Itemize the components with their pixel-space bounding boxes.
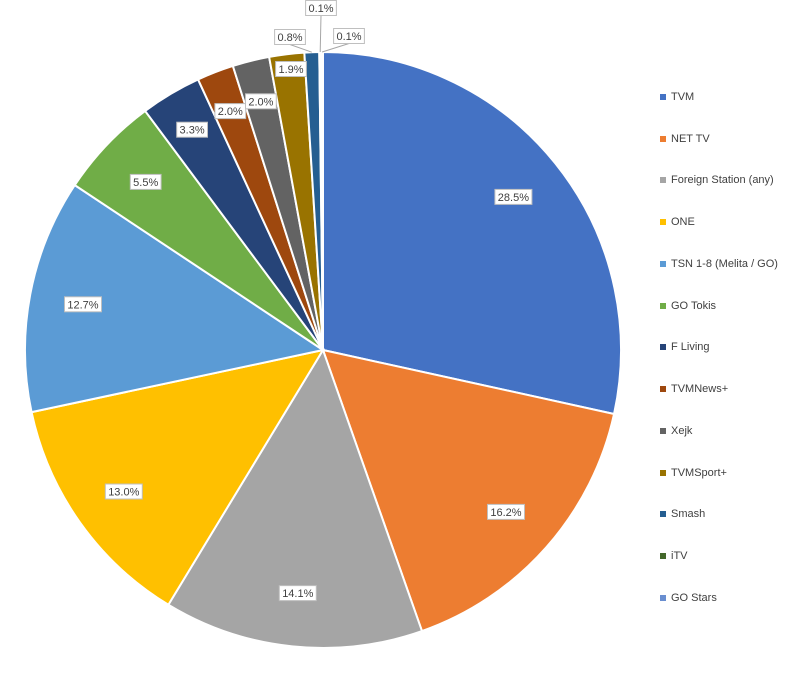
legend-swatch (660, 553, 666, 560)
legend-item-go-stars: GO Stars (660, 577, 795, 619)
data-label-foreign-station-any: 14.1% (278, 585, 317, 602)
data-label-tsn-1-8-melita-go: 12.7% (64, 296, 102, 313)
legend-item-tvmsport: TVMSport+ (660, 452, 795, 494)
legend-swatch (660, 427, 666, 434)
svg-text:3.3%: 3.3% (180, 125, 205, 137)
legend-label: Xejk (671, 424, 693, 437)
legend-item-f-living: F Living (660, 327, 795, 369)
data-label-smash: 0.8% (274, 29, 306, 45)
legend-item-go-tokis: GO Tokis (660, 285, 795, 327)
data-labels: 28.5% 16.2% 14.1% 13.0% 12.7% 5.5% 3.3% 2.0% 2.0… (64, 0, 533, 602)
leader-line-smash (289, 44, 312, 53)
legend-swatch (660, 260, 666, 267)
data-label-one: 13.0% (104, 483, 143, 500)
svg-text:2.0%: 2.0% (248, 96, 273, 108)
legend-label: TVM (671, 90, 695, 103)
leader-lines (289, 15, 350, 53)
legend-swatch (660, 93, 666, 100)
legend-label: NET TV (671, 132, 710, 145)
legend-label: iTV (671, 550, 688, 563)
pie-slice-foreign-station-any (166, 347, 424, 649)
legend-swatch (660, 302, 666, 309)
svg-text:13.0%: 13.0% (108, 487, 139, 499)
legend-item-smash: Smash (660, 494, 795, 536)
legend-label: TSN 1-8 (Melita / GO) (671, 257, 778, 270)
legend-item-net-tv: NET TV (660, 118, 795, 160)
legend-item-tsn-1-8-melita-go: TSN 1-8 (Melita / GO) (660, 243, 795, 285)
leader-line-go-stars (321, 43, 350, 53)
svg-text:0.8%: 0.8% (277, 32, 302, 44)
legend-swatch (660, 469, 666, 476)
svg-text:5.5%: 5.5% (133, 177, 158, 189)
legend-swatch (660, 135, 666, 142)
data-label-xejk: 2.0% (245, 93, 277, 110)
svg-text:12.7%: 12.7% (67, 299, 98, 311)
data-label-net-tv: 16.2% (487, 503, 525, 520)
data-label-tvm: 28.5% (494, 188, 533, 205)
svg-text:1.9%: 1.9% (278, 64, 303, 76)
legend-swatch (660, 511, 666, 518)
legend-swatch (660, 219, 666, 226)
svg-text:28.5%: 28.5% (498, 192, 529, 204)
svg-text:0.1%: 0.1% (308, 3, 333, 15)
legend-swatch (660, 344, 666, 351)
legend-swatch (660, 177, 666, 184)
legend: TVM NET TV Foreign Station (any) ONE TSN 1-8… (660, 76, 795, 619)
legend-label: TVMSport+ (671, 466, 727, 479)
legend-label: GO Tokis (671, 299, 717, 312)
legend-item-one: ONE (660, 201, 795, 243)
legend-item-foreign-station-any: Foreign Station (any) (660, 160, 795, 202)
legend-label: TVMNews+ (671, 383, 729, 396)
data-label-tvmsport: 1.9% (275, 61, 307, 77)
pie-slice-net-tv (321, 348, 616, 633)
data-label-go-stars: 0.1% (333, 28, 365, 44)
legend-swatch (660, 594, 666, 601)
legend-swatch (660, 386, 666, 393)
leader-line-itv (319, 15, 322, 53)
svg-text:2.0%: 2.0% (218, 106, 243, 118)
data-label-go-tokis: 5.5% (129, 173, 162, 190)
legend-item-itv: iTV (660, 535, 795, 577)
pie-slice-tvm (322, 50, 622, 416)
legend-item-xejk: Xejk (660, 410, 795, 452)
pie-slices (24, 50, 622, 649)
data-label-itv: 0.1% (305, 0, 337, 16)
legend-label: Foreign Station (any) (671, 174, 774, 187)
svg-text:0.1%: 0.1% (336, 31, 361, 43)
pie-slice-one (30, 348, 326, 607)
svg-text:14.1%: 14.1% (282, 588, 313, 600)
legend-label: ONE (671, 216, 695, 229)
pie-slice-tsn-1-8-melita-go (24, 183, 326, 414)
data-label-tvmnews: 2.0% (214, 103, 247, 120)
legend-item-tvm: TVM (660, 76, 795, 118)
legend-label: GO Stars (671, 591, 717, 604)
legend-label: Smash (671, 508, 706, 521)
svg-text:16.2%: 16.2% (490, 507, 521, 519)
legend-label: F Living (671, 341, 710, 354)
data-label-f-living: 3.3% (176, 121, 208, 138)
legend-item-tvmnews: TVMNews+ (660, 368, 795, 410)
